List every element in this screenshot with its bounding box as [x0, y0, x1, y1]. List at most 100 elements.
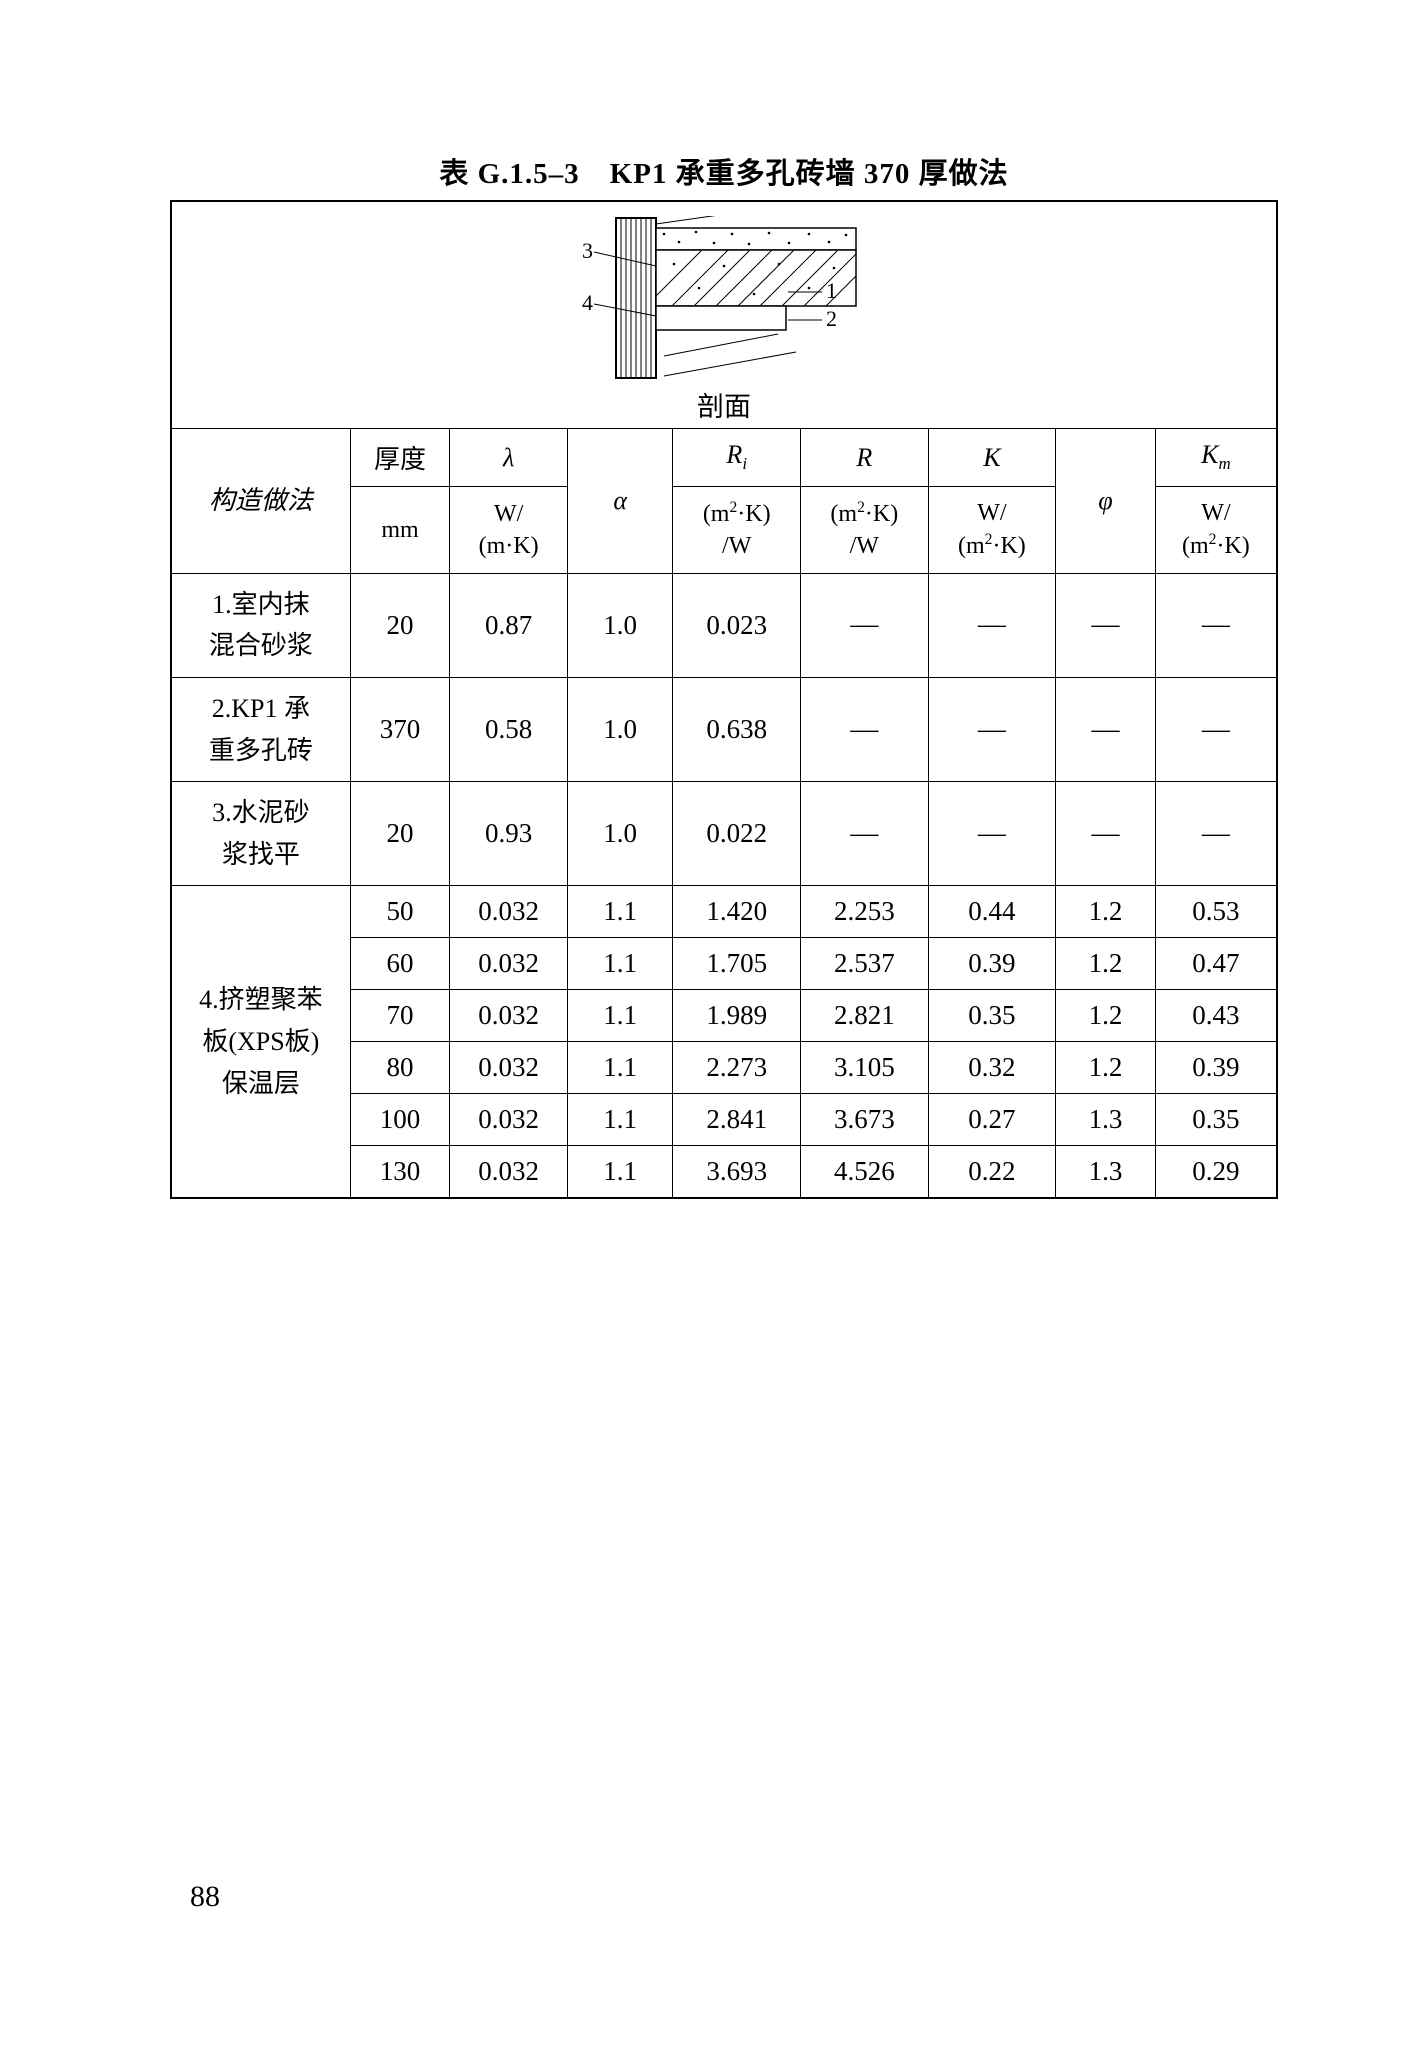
cell: —	[1155, 782, 1277, 886]
cell: 2.841	[673, 1094, 801, 1146]
table-title: 表 G.1.5–3 KP1 承重多孔砖墙 370 厚做法	[170, 150, 1278, 192]
diagram-label-3: 3	[582, 238, 593, 263]
unit-k: W/(m2·K)	[928, 487, 1056, 574]
cell: 3.673	[801, 1094, 929, 1146]
cell: 1.1	[567, 1042, 673, 1094]
cell: 2.253	[801, 886, 929, 938]
cell: 100	[350, 1094, 450, 1146]
cell: —	[928, 677, 1056, 781]
cell: 1.2	[1056, 1042, 1156, 1094]
unit-r: (m2·K)/W	[801, 487, 929, 574]
cell: 0.35	[928, 990, 1056, 1042]
cell: 1.2	[1056, 990, 1156, 1042]
header-km: Km	[1155, 429, 1277, 487]
table-row: 4.挤塑聚苯板(XPS板)保温层 50 0.032 1.1 1.420 2.25…	[171, 886, 1277, 938]
cell: —	[1056, 573, 1156, 677]
cell: 0.93	[450, 782, 568, 886]
cell: —	[928, 782, 1056, 886]
cell: 1.2	[1056, 938, 1156, 990]
cell: 1.705	[673, 938, 801, 990]
cell: 1.3	[1056, 1094, 1156, 1146]
cell: 0.27	[928, 1094, 1056, 1146]
cell: 3.693	[673, 1146, 801, 1199]
row4-label: 4.挤塑聚苯板(XPS板)保温层	[171, 886, 350, 1199]
cell: 0.022	[673, 782, 801, 886]
cell: 0.87	[450, 573, 568, 677]
cell: 0.023	[673, 573, 801, 677]
cell: 1.1	[567, 1094, 673, 1146]
cell: 50	[350, 886, 450, 938]
diagram-caption: 剖面	[697, 385, 751, 424]
cell: 80	[350, 1042, 450, 1094]
diagram-label-1: 1	[826, 278, 837, 303]
cell: —	[1056, 782, 1156, 886]
page-number: 88	[190, 1880, 220, 1914]
cell: 20	[350, 573, 450, 677]
cell: —	[1155, 677, 1277, 781]
cell: 1.2	[1056, 886, 1156, 938]
cell: 0.032	[450, 1042, 568, 1094]
cell: 2.537	[801, 938, 929, 990]
header-col0: 构造做法	[171, 429, 350, 574]
cell: 0.032	[450, 990, 568, 1042]
cell: —	[1155, 573, 1277, 677]
cell: 0.44	[928, 886, 1056, 938]
header-thickness: 厚度	[350, 429, 450, 487]
cell: 370	[350, 677, 450, 781]
cell: 1.0	[567, 573, 673, 677]
cell: 1.1	[567, 886, 673, 938]
cell: 0.47	[1155, 938, 1277, 990]
cell: 4.526	[801, 1146, 929, 1199]
cell: 1.420	[673, 886, 801, 938]
header-alpha: α	[567, 429, 673, 574]
cell: 1.989	[673, 990, 801, 1042]
cell: 0.53	[1155, 886, 1277, 938]
cell: 0.032	[450, 938, 568, 990]
cell: 0.39	[928, 938, 1056, 990]
unit-lambda: W/(m·K)	[450, 487, 568, 574]
cell: 1.1	[567, 938, 673, 990]
header-r: R	[801, 429, 929, 487]
diagram-label-2: 2	[826, 306, 837, 331]
cell: 0.638	[673, 677, 801, 781]
header-ri: Ri	[673, 429, 801, 487]
table-row: 3.水泥砂浆找平 20 0.93 1.0 0.022 — — — —	[171, 782, 1277, 886]
cell: 60	[350, 938, 450, 990]
cell: —	[801, 677, 929, 781]
cell: 0.43	[1155, 990, 1277, 1042]
cell: 1.3	[1056, 1146, 1156, 1199]
cell: —	[928, 573, 1056, 677]
row1-label: 1.室内抹混合砂浆	[171, 573, 350, 677]
cell: —	[801, 782, 929, 886]
header-k: K	[928, 429, 1056, 487]
cell: 0.58	[450, 677, 568, 781]
row3-label: 3.水泥砂浆找平	[171, 782, 350, 886]
cell: 0.29	[1155, 1146, 1277, 1199]
table-row: 2.KP1 承重多孔砖 370 0.58 1.0 0.638 — — — —	[171, 677, 1277, 781]
cell: 70	[350, 990, 450, 1042]
unit-thickness: mm	[350, 487, 450, 574]
cell: 0.032	[450, 1094, 568, 1146]
cell: —	[1056, 677, 1156, 781]
cell: 0.22	[928, 1146, 1056, 1199]
diagram-cell: 3 4 1 2 剖面	[171, 201, 1277, 429]
cell: 20	[350, 782, 450, 886]
cell: 1.1	[567, 1146, 673, 1199]
cell: 0.032	[450, 886, 568, 938]
cell: 0.39	[1155, 1042, 1277, 1094]
cell: 1.0	[567, 677, 673, 781]
unit-ri: (m2·K)/W	[673, 487, 801, 574]
row2-label: 2.KP1 承重多孔砖	[171, 677, 350, 781]
cell: 3.105	[801, 1042, 929, 1094]
cell: 1.1	[567, 990, 673, 1042]
cell: —	[801, 573, 929, 677]
header-phi: φ	[1056, 429, 1156, 574]
table-row: 1.室内抹混合砂浆 20 0.87 1.0 0.023 — — — —	[171, 573, 1277, 677]
header-lambda: λ	[450, 429, 568, 487]
cell: 130	[350, 1146, 450, 1199]
data-table: 3 4 1 2 剖面 构造做法 厚度 λ α	[170, 200, 1278, 1199]
unit-km: W/(m2·K)	[1155, 487, 1277, 574]
cell: 0.32	[928, 1042, 1056, 1094]
cell: 0.032	[450, 1146, 568, 1199]
cell: 2.821	[801, 990, 929, 1042]
